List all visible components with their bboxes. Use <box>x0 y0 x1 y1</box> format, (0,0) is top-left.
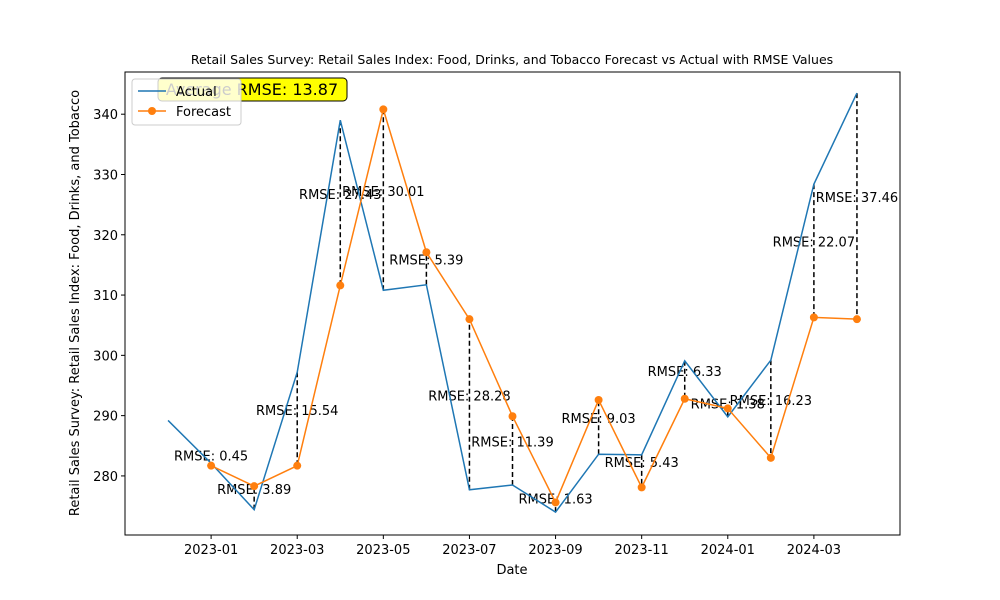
x-tick-label: 2023-11 <box>615 543 669 558</box>
error-label: RMSE: 28.28 <box>428 389 510 404</box>
series-marker <box>336 281 345 290</box>
error-label: RMSE: 22.07 <box>773 236 855 251</box>
series-marker <box>551 498 560 507</box>
y-tick-label: 310 <box>93 289 118 304</box>
y-tick-label: 320 <box>93 229 118 244</box>
series-line <box>167 92 858 514</box>
series-marker <box>766 453 775 462</box>
x-axis-label: Date <box>496 563 527 578</box>
legend-label: Forecast <box>176 105 231 120</box>
x-tick-label: 2023-01 <box>184 543 238 558</box>
error-label: RMSE: 5.43 <box>605 456 679 471</box>
error-label: RMSE: 9.03 <box>562 412 636 427</box>
series-marker <box>422 248 431 257</box>
error-label: RMSE: 3.89 <box>217 483 291 498</box>
series-marker <box>637 483 646 492</box>
series-marker <box>207 461 216 470</box>
error-label: RMSE: 5.39 <box>389 254 463 269</box>
legend-marker <box>148 107 156 115</box>
error-label: RMSE: 11.39 <box>471 436 553 451</box>
y-tick-label: 280 <box>93 470 118 485</box>
error-label: RMSE: 15.54 <box>256 404 338 419</box>
x-tick-label: 2024-01 <box>701 543 755 558</box>
error-label: RMSE: 16.23 <box>730 394 812 409</box>
y-tick-label: 340 <box>93 108 118 123</box>
series-marker <box>852 315 861 324</box>
series-marker <box>379 105 388 114</box>
series-marker <box>680 394 689 403</box>
series-marker <box>465 315 474 324</box>
legend: Actual Forecast <box>131 78 242 126</box>
series-marker <box>809 313 818 322</box>
plot-frame <box>124 71 901 536</box>
x-tick-label: 2023-09 <box>528 543 582 558</box>
y-tick-label: 330 <box>93 168 118 183</box>
series-marker <box>723 404 732 413</box>
error-label: RMSE: 30.01 <box>342 185 424 200</box>
x-tick-label: 2023-03 <box>270 543 324 558</box>
series-marker <box>250 482 259 491</box>
error-label: RMSE: 37.46 <box>816 191 898 206</box>
series-marker <box>293 461 302 470</box>
error-label: RMSE: 6.33 <box>648 365 722 380</box>
y-tick-label: 300 <box>93 349 118 364</box>
series-line <box>210 106 857 505</box>
legend-label: Actual <box>176 85 217 100</box>
y-axis-label: Retail Sales Survey: Retail Sales Index:… <box>68 90 83 516</box>
series-marker <box>508 412 517 421</box>
x-tick-label: 2023-07 <box>442 543 496 558</box>
series-marker <box>594 395 603 404</box>
chart-title: Retail Sales Survey: Retail Sales Index:… <box>191 52 833 67</box>
x-tick-label: 2023-05 <box>356 543 410 558</box>
error-label: RMSE: 0.45 <box>174 449 248 464</box>
x-tick-label: 2024-03 <box>787 543 841 558</box>
y-tick-label: 290 <box>93 410 118 425</box>
